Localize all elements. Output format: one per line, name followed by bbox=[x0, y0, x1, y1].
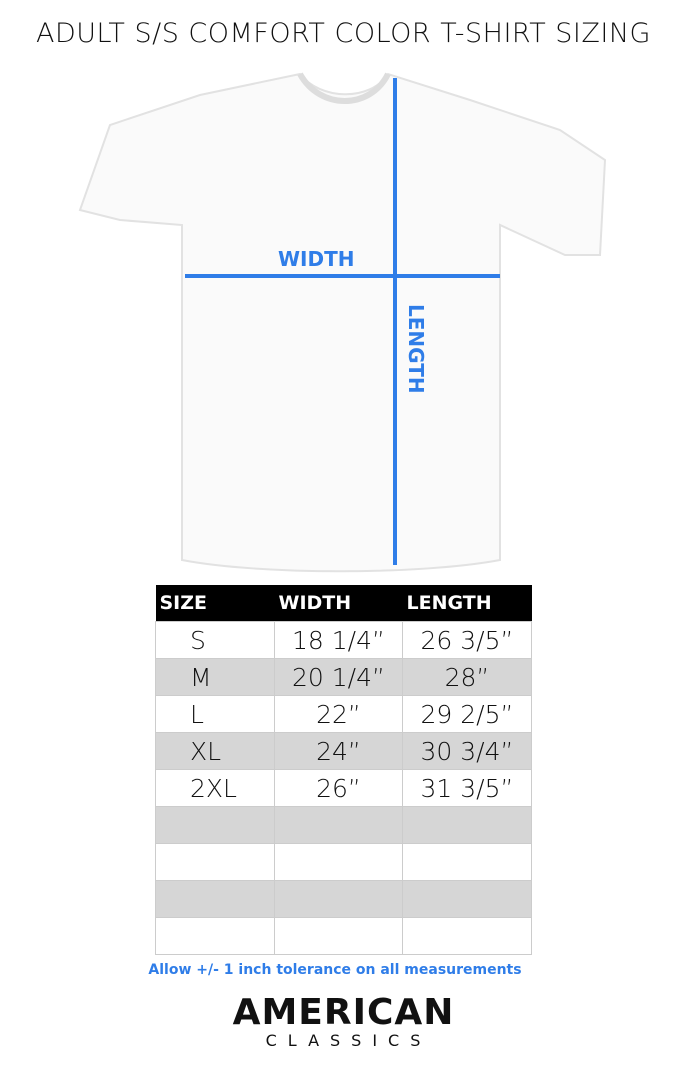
header-length: LENGTH bbox=[402, 585, 532, 622]
table-row: 2XL 26” 31 3/5” bbox=[155, 769, 532, 807]
logo-line2: CLASSICS bbox=[265, 1031, 432, 1050]
table-row: S 18 1/4” 26 3/5” bbox=[155, 621, 532, 659]
table-header: SIZE WIDTH LENGTH bbox=[155, 585, 532, 622]
cell-width: 22” bbox=[274, 695, 403, 733]
cell-length: 29 2/5” bbox=[402, 695, 532, 733]
cell-size: L bbox=[155, 695, 275, 733]
tolerance-note: Allow +/- 1 inch tolerance on all measur… bbox=[148, 962, 522, 978]
cell-length: 31 3/5” bbox=[402, 769, 532, 807]
cell-size: M bbox=[155, 658, 275, 696]
table-row-empty bbox=[155, 843, 532, 881]
cell-width: 18 1/4” bbox=[274, 621, 403, 659]
page-title: ADULT S/S COMFORT COLOR T-SHIRT SIZING bbox=[36, 18, 651, 49]
cell-size: 2XL bbox=[155, 769, 275, 807]
american-classics-logo: AMERICAN CLASSICS bbox=[0, 992, 687, 1051]
cell-width: 24” bbox=[274, 732, 403, 770]
cell-size: XL bbox=[155, 732, 275, 770]
tshirt-diagram bbox=[78, 72, 607, 573]
cell-length: 26 3/5” bbox=[402, 621, 532, 659]
table-row: M 20 1/4” 28” bbox=[155, 658, 532, 696]
table-row-empty bbox=[155, 806, 532, 844]
cell-size: S bbox=[155, 621, 275, 659]
tshirt-shape bbox=[78, 72, 607, 573]
collar bbox=[297, 72, 391, 104]
header-width: WIDTH bbox=[274, 585, 403, 622]
size-table: SIZE WIDTH LENGTH S 18 1/4” 26 3/5” M 20 1/… bbox=[155, 585, 532, 955]
table-row-empty bbox=[155, 917, 532, 955]
table-row: XL 24” 30 3/4” bbox=[155, 732, 532, 770]
cell-width: 26” bbox=[274, 769, 403, 807]
cell-length: 30 3/4” bbox=[402, 732, 532, 770]
table-row: L 22” 29 2/5” bbox=[155, 695, 532, 733]
header-size: SIZE bbox=[155, 585, 275, 622]
length-label: LENGTH bbox=[404, 304, 428, 394]
width-label: WIDTH bbox=[278, 247, 355, 271]
cell-width: 20 1/4” bbox=[274, 658, 403, 696]
table-row-empty bbox=[155, 880, 532, 918]
cell-length: 28” bbox=[402, 658, 532, 696]
logo-line1: AMERICAN bbox=[232, 992, 455, 1033]
